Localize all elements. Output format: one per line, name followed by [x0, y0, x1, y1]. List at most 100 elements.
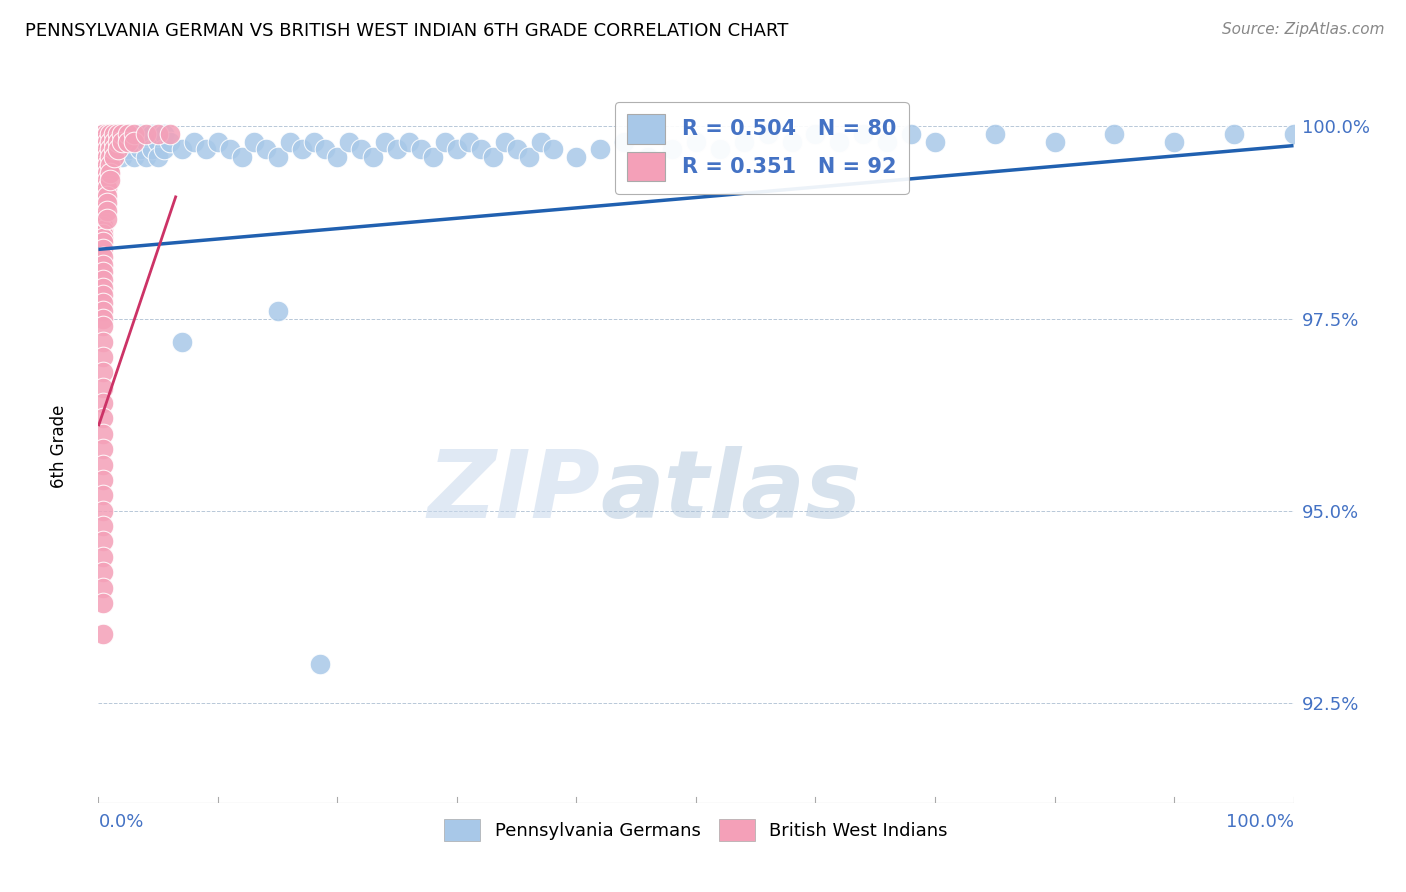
- Point: [91, 169, 114, 184]
- Point: [91, 365, 114, 379]
- Point: [141, 143, 163, 157]
- Point: [91, 488, 114, 502]
- Point: [96, 196, 118, 211]
- Point: [494, 135, 516, 149]
- Point: [91, 504, 114, 518]
- Point: [278, 135, 301, 149]
- Point: [267, 304, 290, 318]
- Point: [91, 196, 114, 211]
- Point: [91, 143, 114, 157]
- Point: [91, 173, 114, 187]
- Point: [91, 458, 114, 472]
- Point: [91, 208, 114, 222]
- Text: 6th Grade: 6th Grade: [51, 404, 67, 488]
- Point: [1223, 127, 1246, 141]
- Point: [91, 334, 114, 349]
- Point: [411, 143, 433, 157]
- Point: [91, 243, 114, 257]
- Point: [243, 135, 266, 149]
- Point: [98, 173, 122, 187]
- Point: [117, 127, 139, 141]
- Point: [91, 281, 114, 295]
- Point: [124, 150, 146, 164]
- Point: [111, 150, 134, 164]
- Point: [530, 135, 553, 149]
- Legend: Pennsylvania Germans, British West Indians: Pennsylvania Germans, British West India…: [437, 812, 955, 848]
- Point: [422, 150, 444, 164]
- Point: [302, 135, 325, 149]
- Point: [91, 549, 114, 564]
- Point: [1043, 135, 1066, 149]
- Point: [91, 319, 114, 334]
- Point: [91, 288, 114, 302]
- Point: [91, 534, 114, 549]
- Point: [96, 127, 118, 141]
- Point: [91, 158, 114, 172]
- Point: [91, 396, 114, 410]
- Point: [91, 231, 114, 245]
- Point: [91, 426, 114, 441]
- Point: [195, 143, 218, 157]
- Point: [91, 258, 114, 272]
- Point: [98, 150, 122, 164]
- Point: [148, 127, 170, 141]
- Point: [91, 350, 114, 364]
- Point: [148, 150, 170, 164]
- Point: [661, 143, 683, 157]
- Point: [589, 143, 612, 157]
- Point: [172, 143, 194, 157]
- Point: [91, 150, 114, 164]
- Point: [91, 146, 114, 161]
- Point: [96, 158, 118, 172]
- Point: [98, 150, 122, 164]
- Point: [91, 215, 114, 229]
- Point: [96, 203, 118, 218]
- Point: [91, 381, 114, 395]
- Point: [124, 135, 146, 149]
- Point: [96, 150, 118, 164]
- Point: [111, 127, 134, 141]
- Point: [339, 135, 361, 149]
- Point: [98, 135, 122, 149]
- Point: [103, 135, 125, 149]
- Point: [117, 143, 139, 157]
- Point: [308, 657, 330, 672]
- Point: [111, 135, 134, 149]
- Point: [804, 127, 827, 141]
- Point: [91, 181, 114, 195]
- Point: [135, 150, 157, 164]
- Point: [103, 127, 125, 141]
- Point: [96, 173, 118, 187]
- Point: [709, 143, 731, 157]
- Point: [91, 127, 114, 141]
- Point: [107, 127, 129, 141]
- Point: [254, 143, 277, 157]
- Point: [506, 143, 529, 157]
- Point: [91, 442, 114, 457]
- Point: [291, 143, 314, 157]
- Point: [141, 127, 163, 141]
- Point: [852, 127, 875, 141]
- Point: [434, 135, 457, 149]
- Point: [98, 135, 122, 149]
- Point: [91, 188, 114, 202]
- Point: [105, 143, 128, 157]
- Point: [267, 150, 290, 164]
- Text: 0.0%: 0.0%: [98, 813, 143, 830]
- Point: [91, 519, 114, 533]
- Point: [91, 250, 114, 264]
- Point: [780, 135, 803, 149]
- Point: [111, 135, 134, 149]
- Point: [91, 473, 114, 487]
- Point: [1282, 127, 1305, 141]
- Point: [91, 626, 114, 640]
- Point: [153, 143, 176, 157]
- Point: [96, 211, 118, 226]
- Point: [91, 165, 114, 179]
- Point: [91, 200, 114, 214]
- Point: [326, 150, 349, 164]
- Point: [91, 185, 114, 199]
- Point: [315, 143, 337, 157]
- Point: [91, 203, 114, 218]
- Point: [91, 565, 114, 579]
